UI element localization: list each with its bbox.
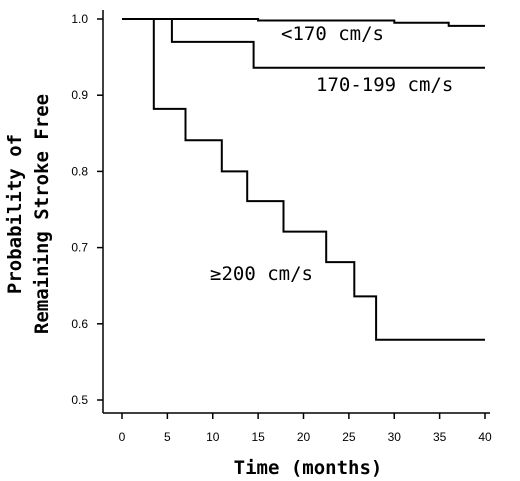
y-axis-title-line1: Probability of	[4, 134, 26, 294]
series-label-ge200: ≥200 cm/s	[210, 263, 313, 285]
x-tick-label: 40	[478, 430, 492, 444]
series-label-lt170: <170 cm/s	[281, 23, 384, 45]
x-axis-title: Time (months)	[234, 457, 383, 479]
x-tick-label: 20	[297, 430, 311, 444]
ticks: 0 5 10 15 20 25 30 35 40 0.5 0.6 0.7 0.8 0.9 1.0	[71, 12, 492, 444]
x-tick-label: 10	[206, 430, 220, 444]
y-tick-label: 0.8	[71, 164, 88, 178]
series-line-2	[122, 18, 485, 341]
x-tick-label: 5	[164, 430, 171, 444]
x-tick-label: 35	[433, 430, 447, 444]
series-group	[122, 18, 485, 341]
series-line-0	[122, 18, 485, 27]
series-line-1	[122, 18, 485, 69]
y-tick-label: 0.9	[71, 88, 88, 102]
series-label-170-199: 170-199 cm/s	[316, 74, 453, 96]
y-axis-title-line2: Remaining Stroke Free	[31, 94, 53, 334]
axes	[102, 10, 490, 414]
x-tick-label: 30	[388, 430, 402, 444]
y-tick-label: 0.6	[71, 317, 88, 331]
x-tick-label: 25	[342, 430, 356, 444]
x-tick-label: 0	[119, 430, 126, 444]
labels: <170 cm/s 170-199 cm/s ≥200 cm/s Time (m…	[4, 23, 453, 479]
y-tick-label: 1.0	[71, 12, 88, 26]
x-tick-label: 15	[251, 430, 265, 444]
y-tick-label: 0.5	[71, 393, 88, 407]
y-tick-label: 0.7	[71, 241, 88, 255]
